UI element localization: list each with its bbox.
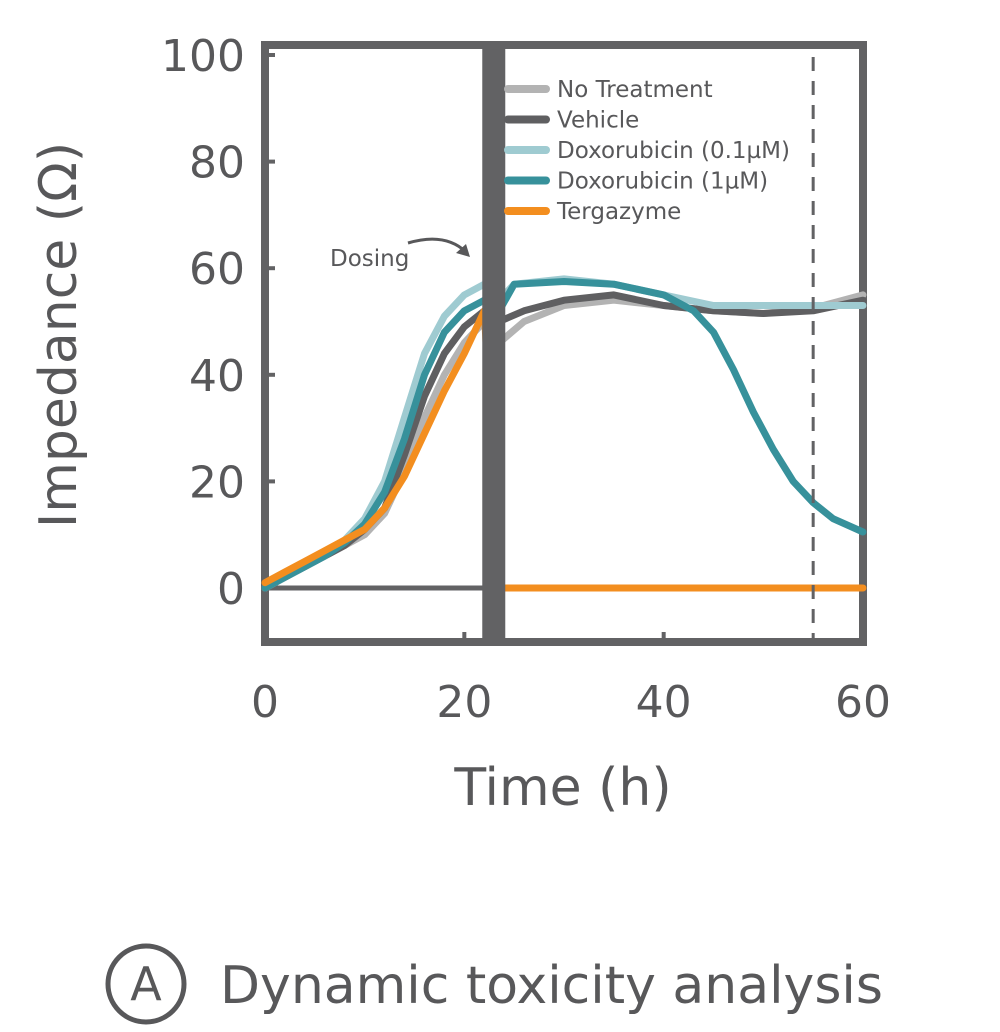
x-axis-label: Time (h): [453, 758, 671, 818]
y-tick-label: 40: [189, 351, 245, 402]
legend: No Treatment Vehicle Doxorubicin (0.1µM) Do…: [504, 77, 790, 225]
dosing-annotation: Dosing: [330, 246, 409, 272]
plot-frame: [261, 41, 867, 646]
series-line: [261, 307, 867, 592]
caption-letter: A: [130, 957, 162, 1011]
series-line: [261, 291, 867, 592]
dosing-arrowhead-icon: [456, 244, 470, 257]
x-tick-label: 40: [636, 677, 692, 728]
y-axis-ticks: 0 20 40 60 80 100: [161, 31, 275, 615]
legend-label: No Treatment: [557, 77, 713, 103]
legend-label: Vehicle: [557, 108, 639, 134]
y-axis-label: Impedance (Ω): [29, 142, 89, 528]
caption-circle: [105, 943, 187, 1025]
legend-label: Doxorubicin (1µM): [557, 169, 768, 195]
x-axis-ticks: 0 20 40 60: [251, 632, 891, 728]
dosing-arrow-icon: [407, 237, 468, 254]
caption-title: Dynamic toxicity analysis: [220, 956, 883, 1016]
y-tick-label: 0: [217, 564, 245, 615]
legend-label: Tergazyme: [556, 199, 681, 225]
y-tick-label: 100: [161, 31, 245, 82]
x-tick-label: 20: [436, 677, 492, 728]
y-tick-label: 60: [189, 244, 245, 295]
legend-label: Doxorubicin (0.1µM): [557, 138, 790, 164]
series-layer: [261, 275, 867, 592]
y-tick-label: 80: [189, 138, 245, 189]
x-tick-label: 0: [251, 677, 279, 728]
y-tick-label: 20: [189, 457, 245, 508]
dosing-bar: [482, 45, 506, 642]
x-tick-label: 60: [835, 677, 891, 728]
series-line: [261, 291, 867, 592]
